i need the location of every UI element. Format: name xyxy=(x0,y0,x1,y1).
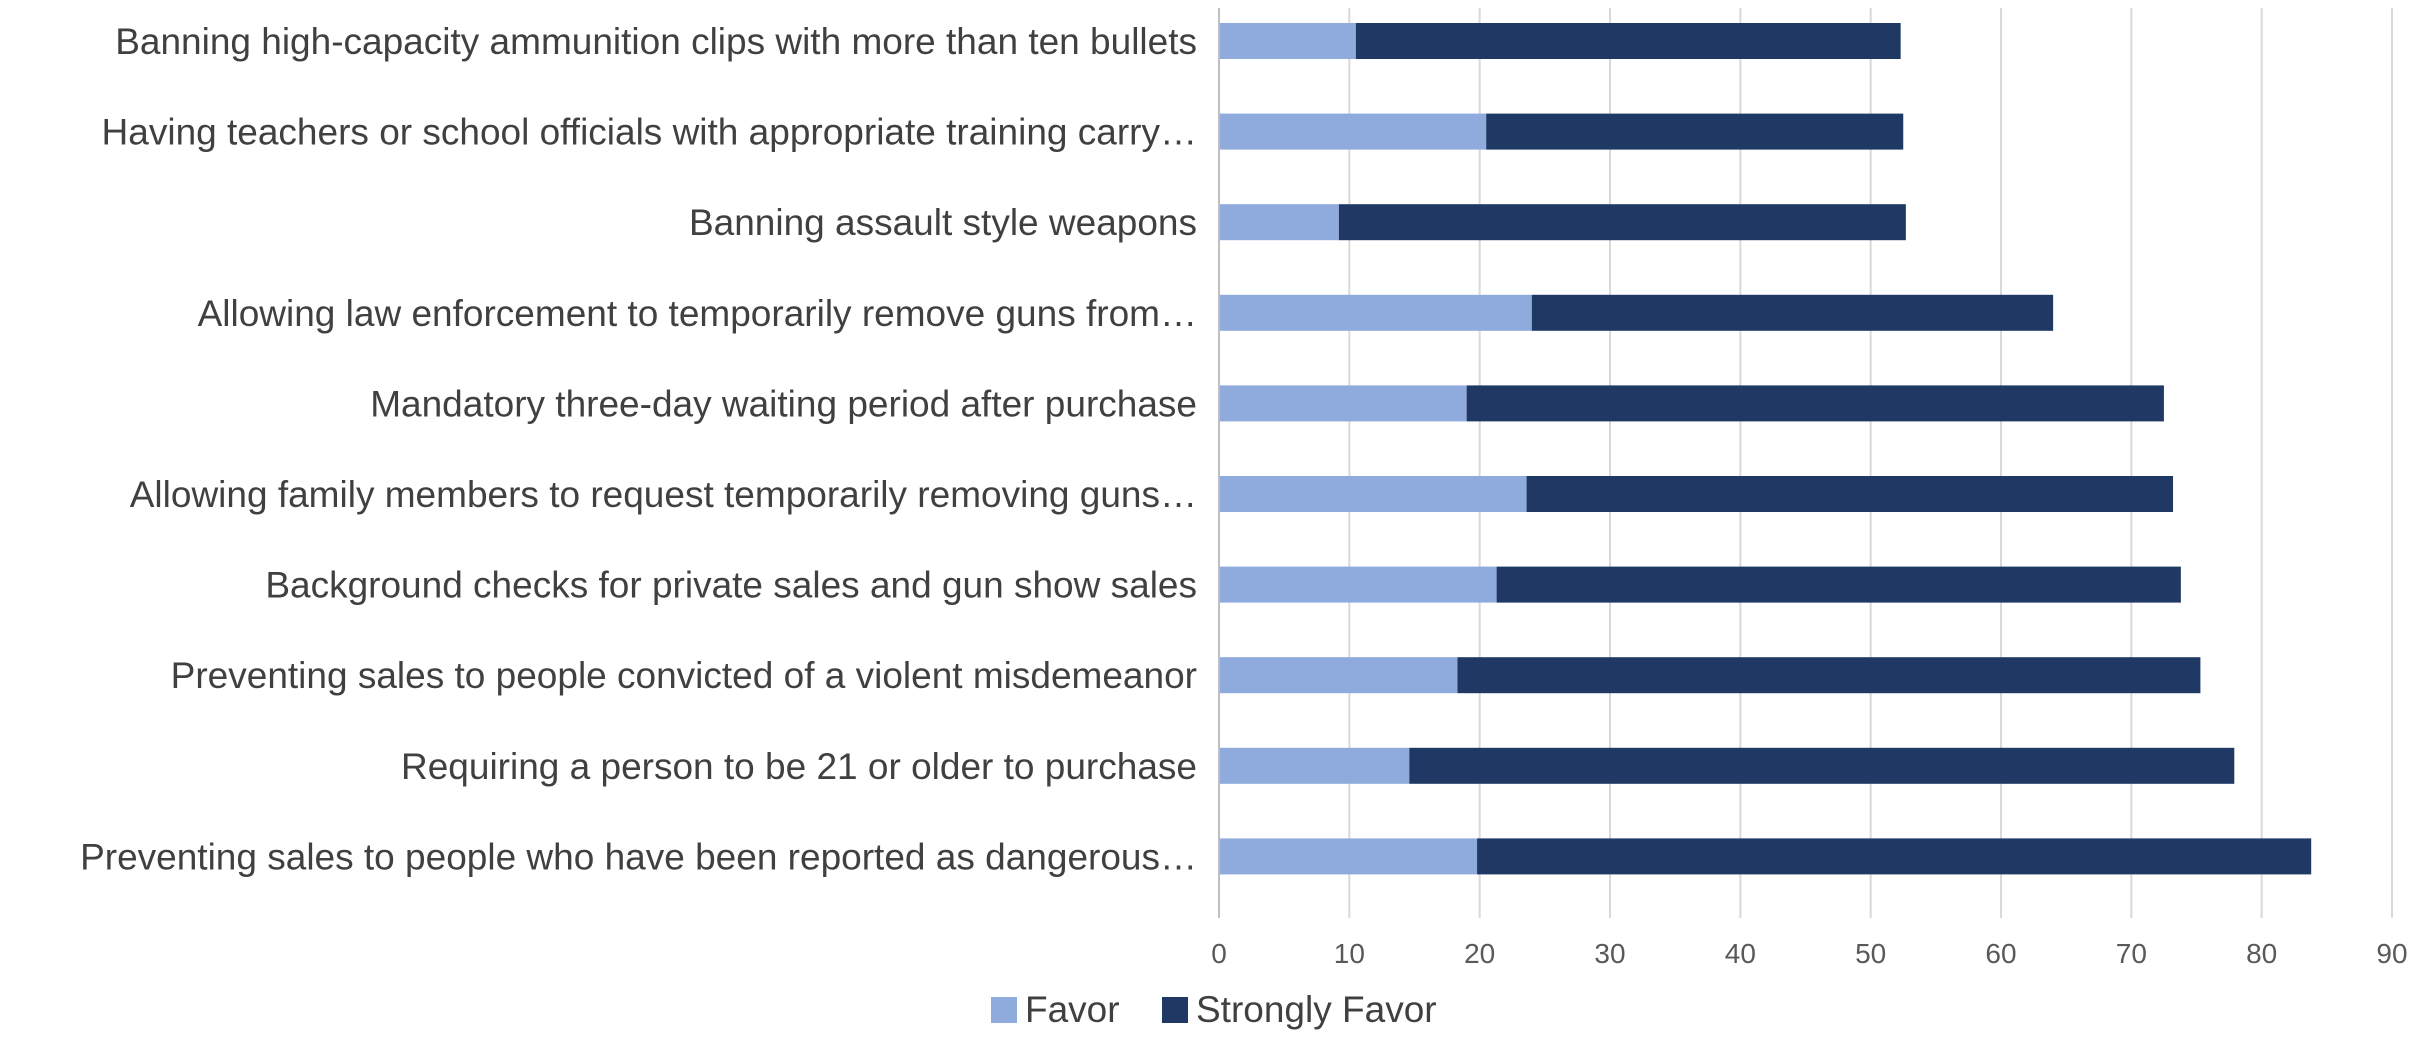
legend-label: Favor xyxy=(1025,989,1120,1030)
bar-favor xyxy=(1219,385,1467,422)
x-tick-label: 80 xyxy=(2246,938,2277,969)
bar-favor xyxy=(1219,566,1497,603)
category-label: Preventing sales to people who have been… xyxy=(80,836,1197,877)
category-label: Allowing family members to request tempo… xyxy=(130,474,1197,515)
bar-strongly-favor xyxy=(1338,204,1906,241)
bar-favor xyxy=(1219,838,1478,875)
bar-favor xyxy=(1219,294,1532,331)
x-tick-label: 30 xyxy=(1594,938,1625,969)
x-tick-label: 10 xyxy=(1334,938,1365,969)
category-label: Banning assault style weapons xyxy=(689,202,1197,243)
x-tick-label: 40 xyxy=(1725,938,1756,969)
bar-strongly-favor xyxy=(1409,747,2235,784)
x-tick-label: 0 xyxy=(1211,938,1227,969)
legend-swatch xyxy=(1162,997,1188,1023)
category-label: Banning high-capacity ammunition clips w… xyxy=(115,21,1197,62)
category-label: Background checks for private sales and … xyxy=(265,565,1197,606)
category-label: Preventing sales to people convicted of … xyxy=(171,655,1197,696)
bar-strongly-favor xyxy=(1496,566,2181,603)
legend: Favor Strongly Favor xyxy=(991,989,1437,1030)
category-labels: Preventing sales to people who have been… xyxy=(80,21,1197,877)
x-tick-labels: 0 10 20 30 40 50 60 70 80 90 xyxy=(1211,938,2407,969)
bar-favor xyxy=(1219,113,1487,150)
bar-strongly-favor xyxy=(1477,838,2312,875)
bar-favor xyxy=(1219,747,1410,784)
bar-strongly-favor xyxy=(1355,23,1901,59)
x-tick-label: 20 xyxy=(1464,938,1495,969)
bar-favor xyxy=(1219,23,1356,59)
category-label: Allowing law enforcement to temporarily … xyxy=(198,293,1197,334)
bar-strongly-favor xyxy=(1486,113,1904,150)
bar-strongly-favor xyxy=(1457,657,2201,694)
category-label: Mandatory three-day waiting period after… xyxy=(370,383,1197,424)
bar-strongly-favor xyxy=(1466,385,2164,422)
legend-swatch xyxy=(991,997,1017,1023)
bar-series xyxy=(1219,23,2312,875)
x-tick-label: 70 xyxy=(2116,938,2147,969)
legend-label: Strongly Favor xyxy=(1196,989,1437,1030)
x-tick-label: 60 xyxy=(1985,938,2016,969)
x-tick-label: 50 xyxy=(1855,938,1886,969)
bar-strongly-favor xyxy=(1531,294,2054,331)
bar-favor xyxy=(1219,204,1339,241)
bar-favor xyxy=(1219,476,1527,512)
bar-strongly-favor xyxy=(1526,476,2174,512)
category-label: Having teachers or school officials with… xyxy=(102,112,1197,153)
bar-favor xyxy=(1219,657,1458,694)
category-label: Requiring a person to be 21 or older to … xyxy=(401,746,1197,787)
x-gridlines xyxy=(1348,8,2393,918)
x-tick-label: 90 xyxy=(2376,938,2407,969)
